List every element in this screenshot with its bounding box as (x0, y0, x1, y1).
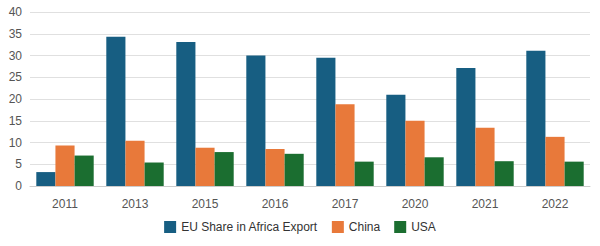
svg-text:20: 20 (9, 92, 23, 106)
svg-text:2011: 2011 (52, 197, 78, 211)
svg-text:2022: 2022 (542, 197, 569, 211)
svg-text:10: 10 (9, 136, 23, 150)
svg-text:40: 40 (9, 5, 23, 19)
svg-text:2020: 2020 (402, 197, 429, 211)
svg-text:25: 25 (9, 70, 23, 84)
svg-text:2017: 2017 (332, 197, 359, 211)
svg-text:0: 0 (15, 179, 22, 193)
svg-text:2013: 2013 (122, 197, 149, 211)
svg-text:China: China (349, 220, 381, 234)
svg-text:USA: USA (411, 220, 436, 234)
svg-text:EU Share in Africa Export: EU Share in Africa Export (181, 220, 318, 234)
svg-text:30: 30 (9, 49, 23, 63)
svg-text:2021: 2021 (472, 197, 499, 211)
svg-text:2016: 2016 (262, 197, 289, 211)
svg-text:35: 35 (9, 27, 23, 41)
svg-text:15: 15 (9, 114, 23, 128)
svg-text:2015: 2015 (192, 197, 219, 211)
svg-text:5: 5 (15, 157, 22, 171)
